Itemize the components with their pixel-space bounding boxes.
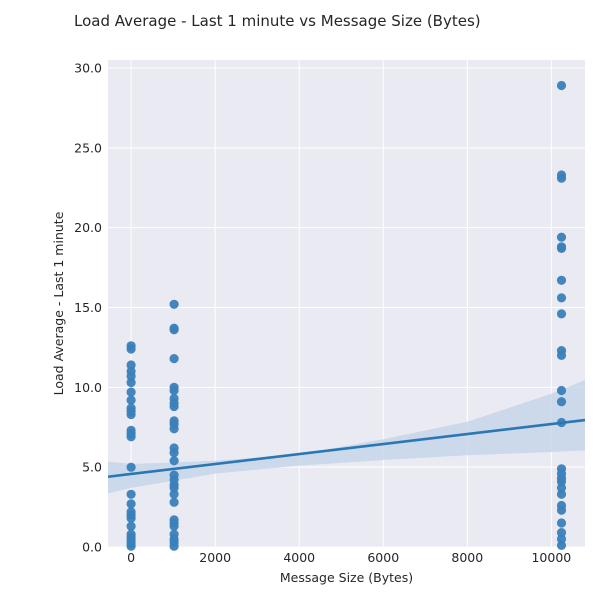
scatter-point bbox=[556, 293, 567, 303]
y-tick-label: 0.0 bbox=[82, 540, 102, 555]
scatter-point bbox=[126, 387, 136, 397]
scatter-point bbox=[169, 385, 179, 396]
scatter-point bbox=[556, 476, 567, 487]
scatter-point bbox=[169, 489, 179, 499]
y-tick-label: 10.0 bbox=[74, 380, 102, 395]
scatter-point bbox=[556, 505, 567, 515]
scatter-point bbox=[126, 409, 136, 420]
scatter-point bbox=[169, 448, 179, 458]
scatter-point bbox=[556, 80, 567, 91]
x-tick-label: 2000 bbox=[199, 550, 231, 565]
scatter-point bbox=[556, 397, 567, 407]
confidence-band bbox=[108, 380, 585, 494]
scatter-point bbox=[556, 232, 567, 242]
scatter-point bbox=[556, 385, 567, 396]
regression-line-layer bbox=[107, 418, 586, 479]
scatter-point bbox=[126, 513, 136, 523]
scatter-point bbox=[126, 344, 136, 354]
x-tick-label: 10000 bbox=[531, 550, 571, 565]
x-tick-labels: 0 2000 4000 6000 8000 10000 bbox=[127, 550, 571, 565]
y-tick-label: 30.0 bbox=[74, 60, 102, 75]
scatter-points bbox=[126, 80, 567, 551]
scatter-point bbox=[169, 299, 179, 309]
scatter-point bbox=[169, 456, 179, 466]
scatter-point bbox=[556, 350, 567, 360]
y-axis-label: Load Average - Last 1 minute bbox=[51, 211, 66, 395]
scatter-point bbox=[169, 424, 179, 434]
scatter-point bbox=[126, 499, 136, 509]
scatter-point bbox=[556, 309, 567, 319]
x-tick-label: 4000 bbox=[283, 550, 315, 565]
scatter-point bbox=[169, 497, 179, 507]
scatter-point bbox=[126, 360, 136, 370]
scatter-point bbox=[556, 528, 567, 538]
scatter-point bbox=[556, 243, 567, 253]
scatter-point bbox=[556, 483, 567, 493]
x-tick-label: 6000 bbox=[367, 550, 399, 565]
y-tick-labels: 0.0 5.0 10.0 15.0 20.0 25.0 30.0 bbox=[74, 60, 102, 554]
scatter-point bbox=[126, 395, 136, 405]
scatter-point bbox=[556, 489, 567, 499]
x-tick-label: 8000 bbox=[451, 550, 483, 565]
scatter-point bbox=[556, 275, 567, 285]
chart-title: Load Average - Last 1 minute vs Message … bbox=[74, 12, 481, 30]
scatter-point bbox=[126, 541, 136, 551]
scatter-point bbox=[169, 541, 179, 551]
scatter-point bbox=[126, 462, 136, 472]
scatter-point bbox=[169, 521, 179, 531]
scatter-point bbox=[169, 325, 179, 335]
scatter-point bbox=[169, 483, 179, 493]
y-tick-label: 25.0 bbox=[74, 140, 102, 155]
scatter-point bbox=[556, 518, 567, 528]
y-tick-label: 15.0 bbox=[74, 300, 102, 315]
scatter-point bbox=[126, 432, 136, 442]
scatter-point bbox=[169, 354, 179, 364]
scatter-point bbox=[126, 377, 136, 388]
y-tick-label: 20.0 bbox=[74, 220, 102, 235]
y-tick-label: 5.0 bbox=[82, 460, 102, 475]
scatter-point bbox=[126, 371, 136, 381]
scatter-point bbox=[126, 489, 136, 499]
x-axis-label: Message Size (Bytes) bbox=[280, 570, 413, 585]
scatter-point bbox=[556, 540, 567, 551]
regression-line bbox=[107, 418, 586, 479]
scatter-point bbox=[556, 173, 567, 183]
x-tick-label: 0 bbox=[127, 550, 135, 565]
confidence-band-layer bbox=[108, 380, 585, 494]
scatter-point bbox=[126, 521, 136, 531]
scatter-point bbox=[556, 534, 567, 544]
scatter-point bbox=[169, 401, 179, 412]
